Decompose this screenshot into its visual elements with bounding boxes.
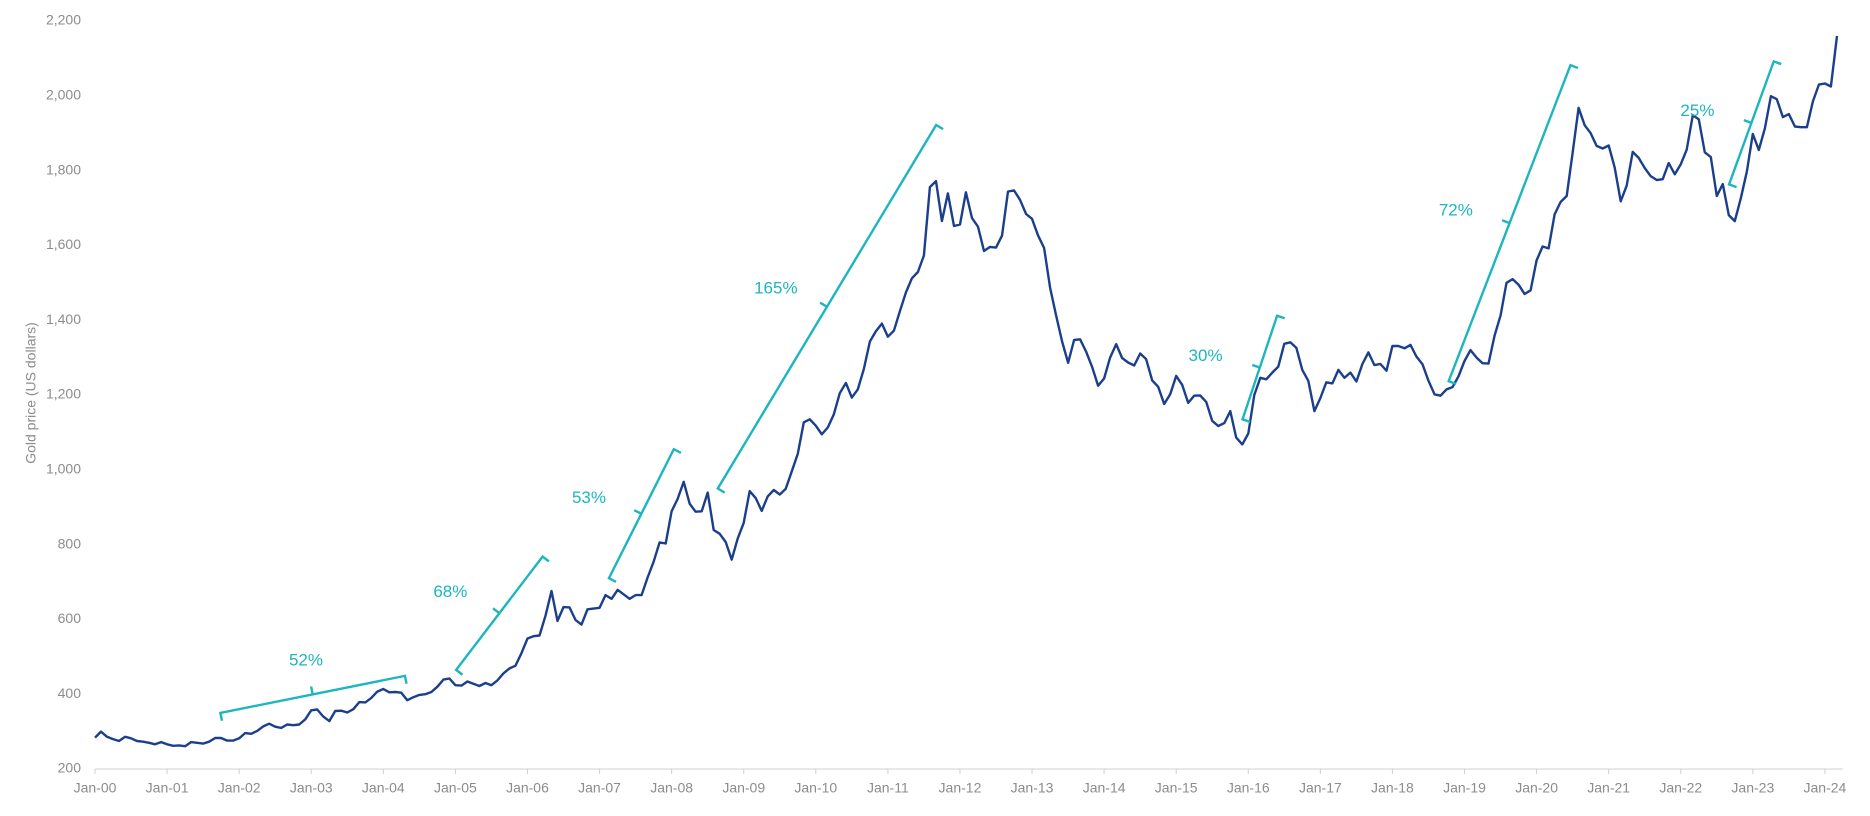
x-tick-label: Jan-02 xyxy=(218,780,261,796)
x-tick-label: Jan-20 xyxy=(1515,780,1558,796)
y-tick-label: 2,200 xyxy=(46,12,81,28)
x-tick-label: Jan-05 xyxy=(434,780,477,796)
y-tick-label: 1,400 xyxy=(46,311,81,327)
x-tick-label: Jan-16 xyxy=(1227,780,1270,796)
y-tick-label: 1,000 xyxy=(46,461,81,477)
change-bracket xyxy=(454,554,550,676)
x-tick-label: Jan-09 xyxy=(722,780,765,796)
x-tick-label: Jan-11 xyxy=(867,780,909,796)
change-label: 68% xyxy=(433,582,467,601)
x-tick-label: Jan-22 xyxy=(1659,780,1702,796)
y-tick-label: 1,800 xyxy=(46,161,81,177)
change-label: 52% xyxy=(289,651,323,670)
change-bracket xyxy=(1240,314,1286,423)
x-tick-label: Jan-18 xyxy=(1371,780,1414,796)
change-label: 25% xyxy=(1680,101,1714,120)
y-tick-label: 1,600 xyxy=(46,236,81,252)
x-tick-label: Jan-24 xyxy=(1804,780,1847,796)
x-tick-label: Jan-07 xyxy=(578,780,621,796)
x-tick-label: Jan-08 xyxy=(650,780,693,796)
change-label: 72% xyxy=(1439,200,1473,219)
change-bracket xyxy=(1447,63,1579,386)
x-tick-label: Jan-03 xyxy=(290,780,333,796)
y-tick-label: 600 xyxy=(58,610,82,626)
change-bracket xyxy=(716,123,944,494)
x-tick-label: Jan-17 xyxy=(1299,780,1342,796)
y-tick-label: 800 xyxy=(58,535,82,551)
y-axis-title: Gold price (US dollars) xyxy=(23,322,39,464)
change-bracket xyxy=(219,674,408,721)
x-tick-label: Jan-23 xyxy=(1731,780,1774,796)
change-label: 30% xyxy=(1189,346,1223,365)
x-tick-label: Jan-13 xyxy=(1011,780,1054,796)
x-tick-label: Jan-14 xyxy=(1083,780,1126,796)
x-tick-label: Jan-19 xyxy=(1443,780,1486,796)
y-tick-label: 2,000 xyxy=(46,87,81,103)
y-tick-label: 1,200 xyxy=(46,386,81,402)
x-tick-label: Jan-12 xyxy=(939,780,982,796)
x-tick-label: Jan-04 xyxy=(362,780,405,796)
price-line xyxy=(94,35,1839,748)
x-tick-label: Jan-06 xyxy=(506,780,549,796)
y-tick-label: 400 xyxy=(58,685,82,701)
x-tick-label: Jan-01 xyxy=(146,780,189,796)
change-label: 53% xyxy=(572,488,606,507)
change-bracket xyxy=(1727,59,1782,189)
x-tick-label: Jan-00 xyxy=(74,780,117,796)
x-tick-label: Jan-15 xyxy=(1155,780,1198,796)
x-tick-label: Jan-10 xyxy=(794,780,837,796)
x-tick-label: Jan-21 xyxy=(1587,780,1630,796)
change-bracket xyxy=(607,447,682,583)
y-tick-label: 200 xyxy=(58,760,82,776)
change-label: 165% xyxy=(754,279,797,298)
